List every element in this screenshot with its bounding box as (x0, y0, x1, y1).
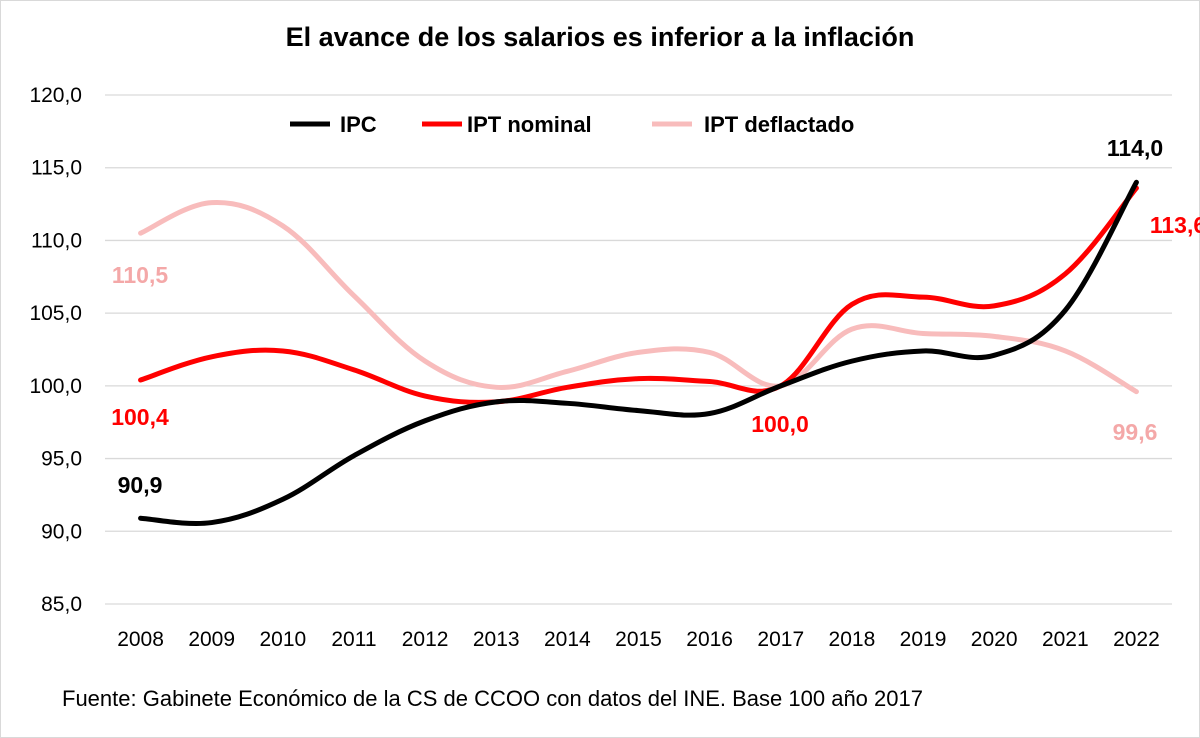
data-label: 114,0 (1107, 135, 1163, 161)
y-tick-label: 110,0 (31, 229, 82, 252)
x-tick-label: 2012 (402, 628, 449, 651)
x-tick-label: 2016 (686, 628, 733, 651)
x-tick-label: 2008 (117, 628, 164, 651)
y-tick-label: 100,0 (29, 375, 82, 398)
gridlines (105, 94, 1172, 605)
data-label: 113,6 (1150, 212, 1200, 238)
data-labels: 90,9 114,0 100,4 100,0 113,6 110,5 99,6 (111, 135, 1200, 498)
x-tick-label: 2009 (188, 628, 235, 651)
data-label: 99,6 (1113, 419, 1158, 445)
chart-title: El avance de los salarios es inferior a … (285, 22, 915, 52)
x-tick-label: 2011 (331, 628, 376, 651)
y-tick-label: 120,0 (29, 84, 82, 107)
x-tick-label: 2020 (971, 628, 1018, 651)
ipc-line (138, 179, 1139, 526)
x-tick-label: 2021 (1042, 628, 1089, 651)
series-lines (138, 179, 1139, 526)
y-tick-label: 115,0 (31, 157, 82, 180)
x-tick-label: 2013 (473, 628, 520, 651)
legend-label: IPT nominal (467, 112, 592, 137)
x-tick-label: 2015 (615, 628, 662, 651)
x-tick-label: 2019 (900, 628, 947, 651)
data-label: 110,5 (112, 262, 168, 288)
x-tick-label: 2022 (1113, 628, 1160, 651)
source-note: Fuente: Gabinete Económico de la CS de C… (62, 686, 923, 711)
x-tick-label: 2017 (757, 628, 804, 651)
y-tick-label: 105,0 (29, 302, 82, 325)
y-axis-ticks: 85,0 90,0 95,0 100,0 105,0 110,0 115,0 120,0 (29, 84, 82, 616)
legend-label: IPC (340, 112, 377, 137)
data-label: 100,4 (111, 404, 169, 430)
x-tick-label: 2014 (544, 628, 591, 651)
y-tick-label: 90,0 (41, 520, 82, 543)
ipt-nominal-line (138, 185, 1139, 405)
data-label: 100,0 (751, 411, 809, 437)
legend: IPC IPT nominal IPT deflactado (290, 112, 854, 137)
y-tick-label: 95,0 (41, 448, 82, 471)
ipt-deflactado-line (138, 200, 1139, 395)
data-label: 90,9 (118, 472, 163, 498)
legend-label: IPT deflactado (704, 112, 854, 137)
y-tick-label: 85,0 (41, 593, 82, 616)
x-axis-ticks: 2008 2009 2010 2011 2012 2013 2014 2015 2016 2017… (117, 628, 1160, 651)
x-tick-label: 2018 (829, 628, 876, 651)
x-tick-label: 2010 (259, 628, 306, 651)
